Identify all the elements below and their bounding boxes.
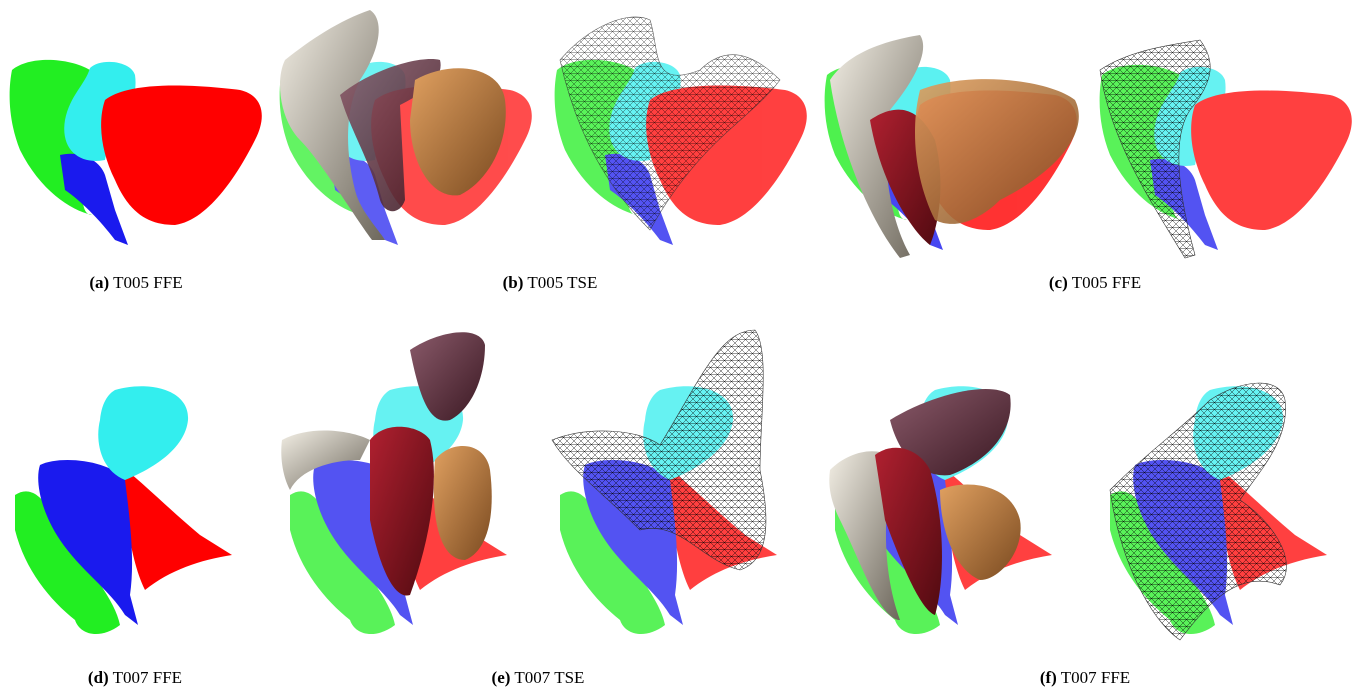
caption-text: T007 FFE <box>113 668 182 687</box>
caption-label: (b) <box>503 273 524 292</box>
caption: (b) T005 TSE <box>503 273 598 292</box>
caption-text: T007 TSE <box>514 668 584 687</box>
caption-text: T005 FFE <box>113 273 182 292</box>
panel-b <box>279 10 807 246</box>
caption: (f) T007 FFE <box>1040 668 1130 687</box>
caption-label: (d) <box>88 668 109 687</box>
panel-a <box>9 59 262 246</box>
caption-label: (f) <box>1040 668 1057 687</box>
caption-text: T005 TSE <box>527 273 597 292</box>
caption: (c) T005 FFE <box>1049 273 1141 292</box>
caption: (d) T007 FFE <box>88 668 182 687</box>
panel-c <box>824 35 1352 259</box>
caption-text: T005 FFE <box>1072 273 1141 292</box>
caption-text: T007 FFE <box>1061 668 1130 687</box>
caption-label: (e) <box>492 668 511 687</box>
panel-d <box>15 386 232 635</box>
caption: (e) T007 TSE <box>492 668 585 687</box>
caption-label: (c) <box>1049 273 1068 292</box>
panel-f <box>829 382 1327 641</box>
caption-label: (a) <box>89 273 109 292</box>
caption: (a) T005 FFE <box>89 273 182 292</box>
panel-e <box>281 329 777 635</box>
